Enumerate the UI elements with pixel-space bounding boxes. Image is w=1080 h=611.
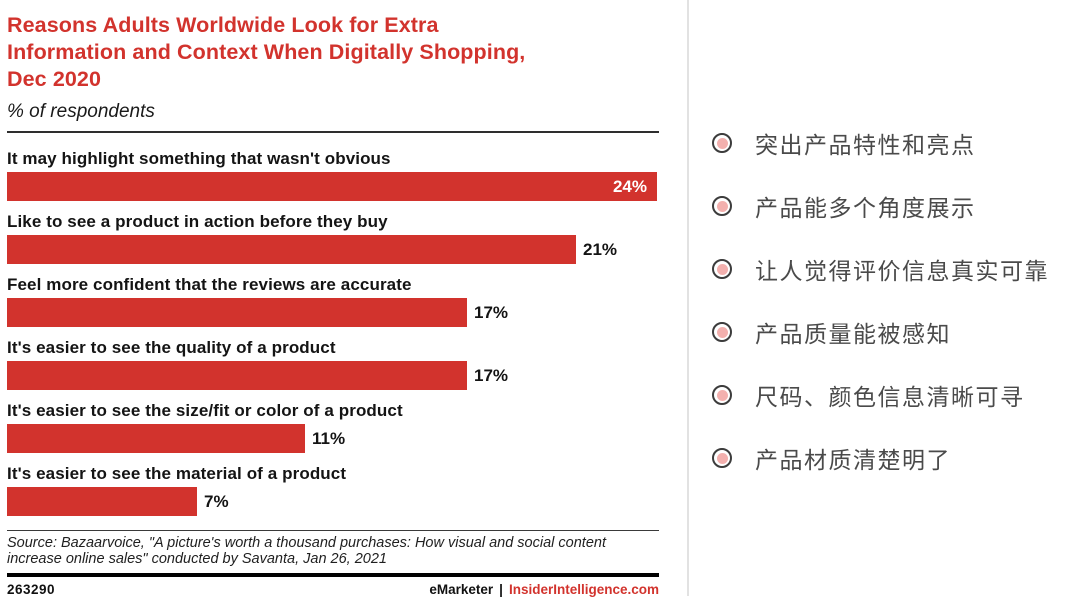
bar: 7% — [7, 487, 229, 516]
chart-title: Reasons Adults Worldwide Look for Extra … — [7, 13, 526, 91]
annotation-label: 尺码、颜色信息清晰可寻 — [755, 384, 1025, 410]
list-item: 产品材质清楚明了 — [712, 444, 1072, 473]
bar-category-label: It's easier to see the size/fit or color… — [7, 401, 403, 420]
bar-category-label: Feel more confident that the reviews are… — [7, 275, 412, 294]
annotation-label: 产品能多个角度展示 — [755, 195, 976, 221]
bar-row: It's easier to see the size/fit or color… — [7, 402, 659, 453]
bar: 17% — [7, 361, 508, 390]
bar-value-label: 21% — [583, 240, 618, 259]
list-item: 产品质量能被感知 — [712, 318, 1072, 347]
bullet-circle-icon — [712, 196, 732, 216]
bar-chart: It may highlight something that wasn't o… — [7, 150, 659, 516]
header-rule — [7, 131, 659, 133]
chart-id: 263290 — [7, 582, 56, 597]
vertical-divider — [687, 0, 689, 596]
bar-value-label: 17% — [474, 303, 509, 322]
brand-separator: | — [499, 582, 503, 597]
bar: 21% — [7, 235, 617, 264]
source-note: Source: Bazaarvoice, "A picture's worth … — [7, 535, 606, 567]
bar-row: It's easier to see the material of a pro… — [7, 465, 659, 516]
list-item: 突出产品特性和亮点 — [712, 129, 1072, 158]
bar-row: Feel more confident that the reviews are… — [7, 276, 659, 327]
bullet-circle-icon — [712, 385, 732, 405]
bar-category-label: It's easier to see the quality of a prod… — [7, 338, 336, 357]
brand-area: eMarketer | InsiderIntelligence.com — [429, 582, 659, 597]
source-rule — [7, 530, 659, 531]
annotation-panel: 突出产品特性和亮点 产品能多个角度展示 让人觉得评价信息真实可靠 产品质量能被感… — [712, 129, 1072, 507]
chart-subtitle: % of respondents — [7, 101, 155, 122]
annotation-label: 产品质量能被感知 — [755, 321, 951, 347]
brand-site-link[interactable]: InsiderIntelligence.com — [508, 582, 659, 597]
bar-category-label: It may highlight something that wasn't o… — [7, 149, 391, 168]
bullet-circle-icon — [712, 448, 732, 468]
bullet-circle-icon — [712, 133, 732, 153]
bar-row: It may highlight something that wasn't o… — [7, 150, 659, 201]
footer-rule — [7, 573, 659, 577]
chart-footer: 263290 eMarketer | InsiderIntelligence.com — [7, 582, 659, 597]
bar-value-label: 17% — [474, 366, 509, 385]
annotation-label: 产品材质清楚明了 — [755, 447, 951, 473]
bar: 24% — [7, 172, 657, 201]
list-item: 尺码、颜色信息清晰可寻 — [712, 381, 1072, 410]
list-item: 产品能多个角度展示 — [712, 192, 1072, 221]
list-item: 让人觉得评价信息真实可靠 — [712, 255, 1072, 284]
bullet-circle-icon — [712, 259, 732, 279]
annotation-label: 让人觉得评价信息真实可靠 — [755, 258, 1049, 284]
brand-name: eMarketer — [429, 582, 494, 597]
annotation-label: 突出产品特性和亮点 — [755, 132, 976, 158]
bar-row: It's easier to see the quality of a prod… — [7, 339, 659, 390]
bar: 17% — [7, 298, 508, 327]
bar-value-label: 11% — [312, 429, 346, 448]
bullet-circle-icon — [712, 322, 732, 342]
bar-category-label: It's easier to see the material of a pro… — [7, 464, 347, 483]
bar-row: Like to see a product in action before t… — [7, 213, 659, 264]
bar-category-label: Like to see a product in action before t… — [7, 212, 388, 231]
bar: 11% — [7, 424, 345, 453]
chart-panel: Reasons Adults Worldwide Look for Extra … — [7, 12, 659, 597]
bar-value-label: 24% — [612, 177, 647, 196]
bar-value-label: 7% — [204, 492, 229, 511]
